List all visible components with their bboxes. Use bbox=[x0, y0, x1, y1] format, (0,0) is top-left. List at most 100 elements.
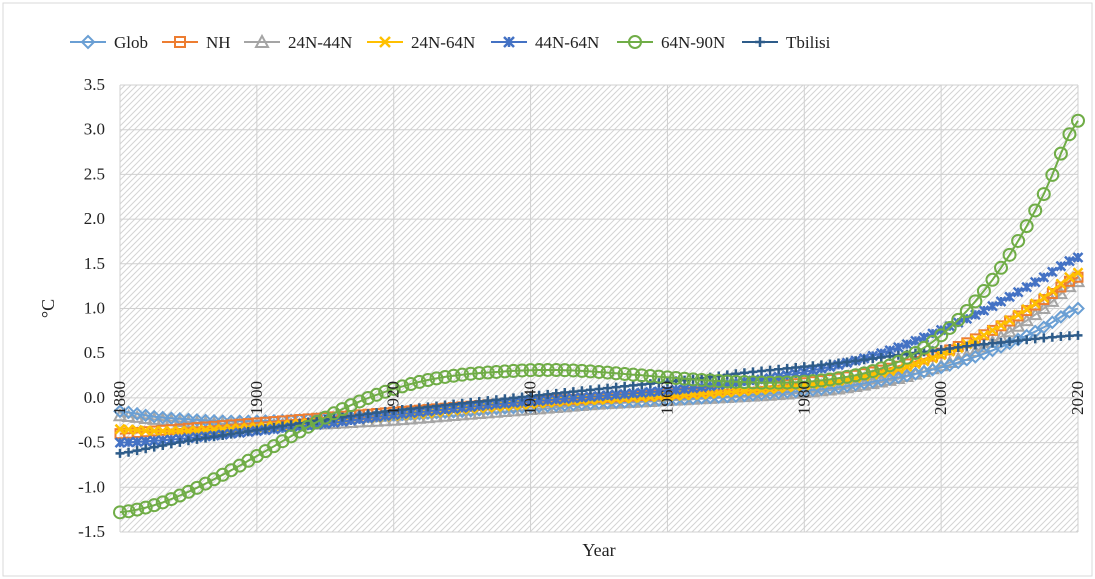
data-point bbox=[549, 363, 564, 378]
x-axis-ticks: 1880 1900 1920 1940 1960 1980 2000 2020 bbox=[110, 381, 1087, 415]
x-tick-label: 1900 bbox=[247, 381, 266, 415]
data-point bbox=[440, 400, 450, 410]
data-point bbox=[645, 379, 655, 389]
data-point bbox=[355, 410, 364, 420]
data-point bbox=[121, 504, 136, 519]
data-point bbox=[848, 368, 863, 383]
data-point bbox=[942, 320, 957, 335]
data-point bbox=[209, 432, 219, 442]
data-point bbox=[540, 362, 555, 377]
data-point bbox=[80, 34, 96, 50]
data-point bbox=[755, 37, 765, 47]
data-point bbox=[670, 384, 682, 396]
data-point bbox=[175, 437, 185, 447]
data-point bbox=[1021, 281, 1033, 293]
x-tick-label: 1960 bbox=[657, 381, 676, 415]
data-point bbox=[995, 296, 1007, 307]
data-point bbox=[842, 357, 852, 367]
data-point bbox=[1038, 271, 1050, 283]
data-point bbox=[124, 447, 134, 457]
data-point bbox=[551, 388, 561, 398]
legend-item-glob: Glob bbox=[70, 33, 148, 52]
data-point bbox=[788, 375, 803, 390]
data-point bbox=[814, 373, 829, 388]
data-point bbox=[252, 425, 262, 435]
data-point bbox=[959, 303, 974, 318]
data-point bbox=[148, 425, 160, 437]
x-axis-title: Year bbox=[582, 540, 615, 560]
data-point bbox=[131, 436, 143, 448]
data-point bbox=[996, 337, 1006, 347]
data-point bbox=[927, 352, 938, 364]
legend-label: 24N-64N bbox=[411, 33, 475, 52]
data-point bbox=[198, 413, 213, 428]
y-tick-label: 0.5 bbox=[84, 343, 105, 362]
data-point bbox=[235, 428, 245, 438]
x-tick-label: 1980 bbox=[794, 381, 813, 415]
data-point bbox=[874, 361, 889, 376]
y-axis-ticks: 3.5 3.0 2.5 2.0 1.5 1.0 0.5 0.0 -0.5 -1.0 -1.5 bbox=[78, 75, 105, 541]
data-point bbox=[1064, 271, 1075, 283]
data-point bbox=[1073, 330, 1083, 340]
data-point bbox=[628, 35, 642, 49]
y-tick-label: -1.5 bbox=[78, 522, 105, 541]
data-point bbox=[174, 36, 186, 48]
data-point bbox=[130, 502, 145, 517]
data-point bbox=[945, 343, 955, 353]
legend: Glob NH 24N-44N 24N-64N 44N-64N 64N-90N Tbilis… bbox=[70, 33, 831, 52]
legend-label: 24N-44N bbox=[288, 33, 352, 52]
data-point bbox=[891, 354, 906, 369]
data-point bbox=[192, 434, 202, 444]
series-layer bbox=[112, 113, 1086, 520]
x-tick-label: 1880 bbox=[110, 381, 129, 415]
data-point bbox=[934, 328, 949, 343]
data-point bbox=[1062, 127, 1077, 142]
data-point bbox=[164, 411, 179, 426]
data-point bbox=[403, 377, 418, 392]
data-point bbox=[1045, 315, 1060, 330]
data-point bbox=[805, 374, 820, 389]
data-point bbox=[446, 368, 461, 383]
data-point bbox=[634, 368, 649, 383]
data-point bbox=[969, 334, 981, 346]
data-point bbox=[679, 383, 690, 395]
data-point bbox=[970, 340, 980, 350]
data-point bbox=[628, 380, 638, 390]
data-point bbox=[335, 402, 350, 417]
data-point bbox=[985, 272, 1000, 287]
data-point bbox=[737, 375, 752, 390]
data-point bbox=[636, 387, 648, 399]
data-point bbox=[799, 362, 809, 372]
data-point bbox=[668, 371, 683, 386]
data-point bbox=[429, 371, 444, 386]
data-point bbox=[1053, 146, 1068, 161]
data-point bbox=[780, 375, 795, 390]
data-point bbox=[782, 363, 792, 373]
data-point bbox=[1055, 278, 1067, 290]
y-tick-label: -1.0 bbox=[78, 477, 105, 496]
data-point bbox=[610, 389, 622, 401]
gridlines bbox=[119, 84, 1079, 533]
y-tick-label: 1.5 bbox=[84, 254, 105, 273]
data-point bbox=[865, 364, 880, 379]
data-point bbox=[840, 369, 855, 384]
data-point bbox=[455, 367, 470, 382]
data-point bbox=[711, 374, 726, 389]
data-point bbox=[808, 361, 818, 371]
data-point bbox=[1064, 331, 1074, 341]
data-point bbox=[123, 424, 134, 435]
data-point bbox=[115, 448, 125, 458]
data-point bbox=[149, 442, 159, 452]
data-point bbox=[190, 412, 204, 427]
data-point bbox=[791, 363, 801, 373]
data-point bbox=[968, 294, 983, 309]
data-point bbox=[1012, 309, 1024, 321]
data-point bbox=[851, 356, 861, 366]
data-point bbox=[372, 408, 382, 418]
data-point bbox=[226, 429, 236, 439]
data-point bbox=[449, 399, 459, 409]
legend-item-24n-44n: 24N-44N bbox=[244, 33, 352, 52]
data-point bbox=[130, 406, 145, 421]
